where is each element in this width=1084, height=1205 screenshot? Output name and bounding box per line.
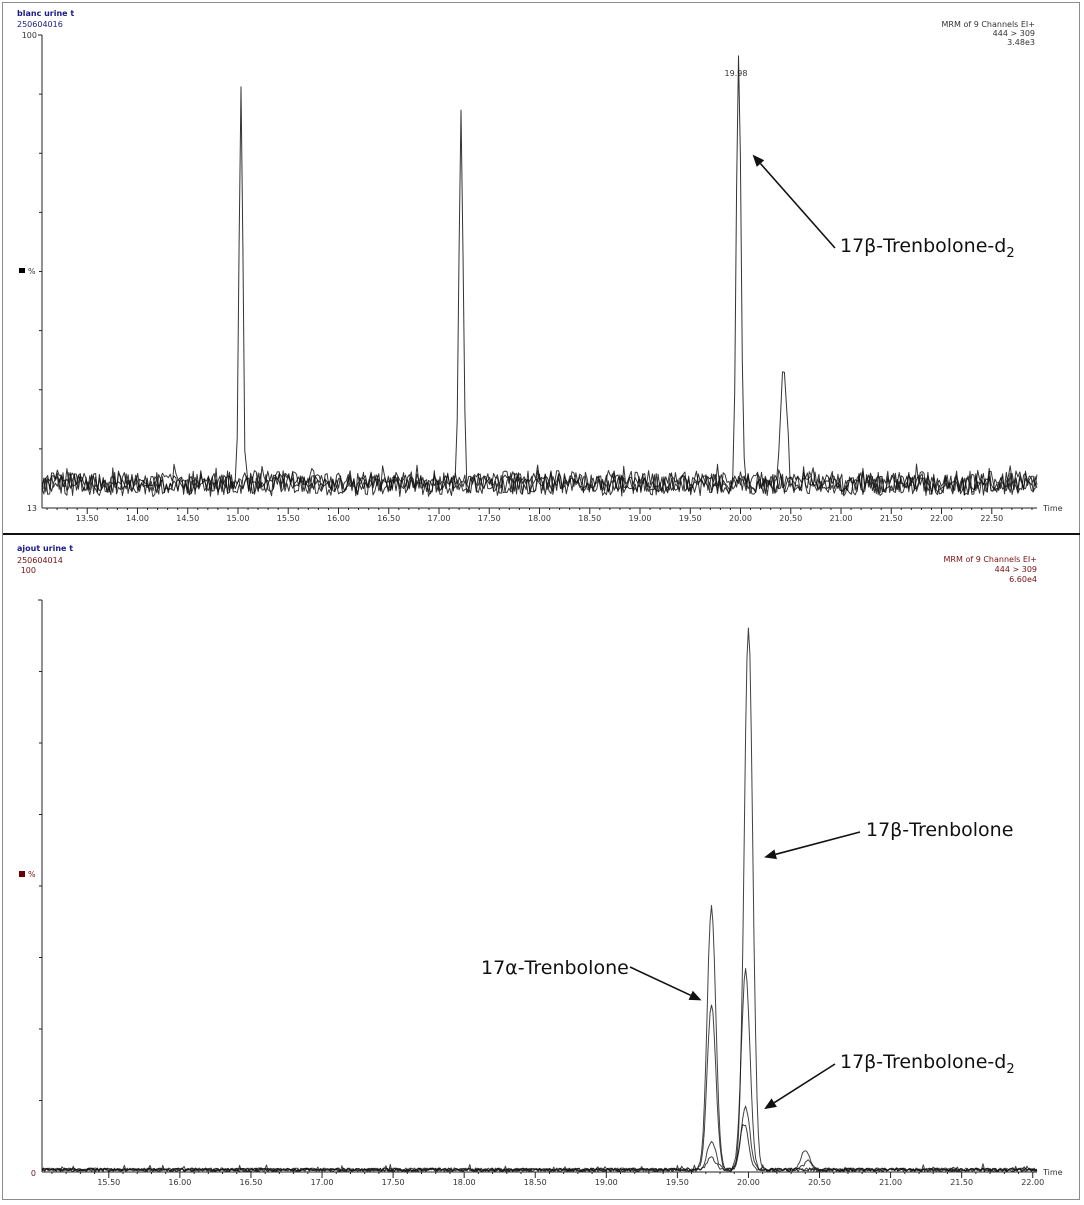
x-tick-label: 16.50 xyxy=(239,1178,262,1187)
annotation-arrow xyxy=(629,966,692,997)
x-tick-label: 14.00 xyxy=(126,514,149,523)
series-line xyxy=(41,55,1038,498)
y-axis-label: % xyxy=(28,870,36,879)
chromatogram-top: blanc urine t 250604016 MRM of 9 Channel… xyxy=(17,9,1063,523)
x-tick-label: 19.50 xyxy=(679,514,702,523)
series-line xyxy=(41,463,1038,495)
x-tick-label: 18.00 xyxy=(453,1178,476,1187)
header-line-3: 3.48e3 xyxy=(1007,38,1035,47)
annotation-text: 17β-Trenbolone xyxy=(866,819,1013,841)
y-bottom-label: 13 xyxy=(27,504,37,513)
x-tick-label: 22.00 xyxy=(930,514,953,523)
legend-swatch xyxy=(19,268,25,273)
x-tick-label: 16.50 xyxy=(377,514,400,523)
annotation-text: 17β-Trenbolone-d xyxy=(840,235,1006,257)
x-tick-label: 18.50 xyxy=(578,514,601,523)
traces xyxy=(41,627,1038,1172)
x-tick-label: 13.50 xyxy=(76,514,99,523)
x-tick-label: 22.50 xyxy=(980,514,1003,523)
x-tick-label: 20.50 xyxy=(808,1178,831,1187)
annotation-label: 17β-Trenbolone xyxy=(866,819,1013,841)
annotation-text: 17α-Trenbolone xyxy=(481,957,629,979)
x-tick-label: 20.50 xyxy=(779,514,802,523)
annotations: 17β-Trenbolone 17α-Trenbolone 17β-Trenbolo… xyxy=(481,819,1015,1110)
x-tick-label: 22.00 xyxy=(1021,1178,1044,1187)
legend-swatch xyxy=(19,871,25,877)
annotation-subscript: 2 xyxy=(1006,1062,1014,1077)
chromatogram-bottom: ajout urine t 250604014 MRM of 9 Channel… xyxy=(17,544,1063,1187)
x-tick-label: 15.50 xyxy=(97,1178,120,1187)
annotation-arrow xyxy=(773,1063,836,1104)
x-tick-label: 19.00 xyxy=(629,514,652,523)
peak-label-19-98: 19.98 xyxy=(725,69,748,78)
x-tick-label: 18.50 xyxy=(524,1178,547,1187)
x-tick-label: 17.00 xyxy=(311,1178,334,1187)
x-tick-label: 18.00 xyxy=(528,514,551,523)
series-line xyxy=(41,463,1038,494)
x-tick-label: 21.00 xyxy=(830,514,853,523)
axes: 13.50 14.00 14.50 15.00 15.50 16.00 16.50 17.00… xyxy=(38,34,1037,523)
x-axis-label: Time xyxy=(1042,504,1063,513)
annotation-arrow xyxy=(775,831,861,856)
annotation-arrowhead xyxy=(764,849,777,860)
x-tick-label: 17.50 xyxy=(382,1178,405,1187)
sample-name: blanc urine t xyxy=(17,9,74,18)
x-axis-label: Time xyxy=(1042,1168,1063,1177)
series-line xyxy=(41,627,1038,1172)
header-line-3: 6.60e4 xyxy=(1009,575,1037,584)
x-tick-label: 20.00 xyxy=(737,1178,760,1187)
annotation-arrowhead xyxy=(764,1098,777,1110)
series-line xyxy=(41,1124,1037,1172)
x-tick-label: 17.00 xyxy=(428,514,451,523)
annotation-arrowhead xyxy=(688,990,702,1001)
x-tick-label: 19.00 xyxy=(595,1178,618,1187)
y-top-label: 100 xyxy=(22,31,37,40)
sample-name: ajout urine t xyxy=(17,544,73,553)
annotation-label: 17β-Trenbolone-d2 xyxy=(840,1051,1015,1077)
annotation-text: 17β-Trenbolone-d xyxy=(840,1051,1006,1073)
x-tick-label: 21.50 xyxy=(880,514,903,523)
x-tick-label: 19.50 xyxy=(666,1178,689,1187)
x-tick-label: 16.00 xyxy=(168,1178,191,1187)
x-tick-label: 17.50 xyxy=(478,514,501,523)
x-tick-label: 15.50 xyxy=(277,514,300,523)
annotation-arrow xyxy=(759,163,836,249)
annotation-arrowhead xyxy=(752,154,765,167)
axes: 15.50 16.00 16.50 17.00 17.50 18.00 18.50 19.00… xyxy=(38,599,1044,1187)
series-line xyxy=(41,1105,1038,1172)
header-line-1: MRM of 9 Channels EI+ xyxy=(944,555,1037,564)
x-tick-label: 14.50 xyxy=(176,514,199,523)
annotation-label: 17β-Trenbolone-d2 xyxy=(840,235,1015,261)
sample-id: 250604016 xyxy=(17,20,63,29)
series-line xyxy=(42,968,1038,1172)
annotation-subscript: 2 xyxy=(1006,246,1014,261)
y-bottom-label: 0 xyxy=(31,1169,36,1178)
x-tick-label: 16.00 xyxy=(327,514,350,523)
x-tick-label: 20.00 xyxy=(729,514,752,523)
x-tick-label: 21.00 xyxy=(879,1178,902,1187)
header-line-1: MRM of 9 Channels EI+ xyxy=(942,20,1035,29)
header-line-2: 444 > 309 xyxy=(993,29,1035,38)
x-tick-label: 21.50 xyxy=(950,1178,973,1187)
sample-id: 250604014 xyxy=(17,556,63,565)
header-line-2: 444 > 309 xyxy=(995,565,1037,574)
traces xyxy=(41,55,1038,498)
x-tick-label: 15.00 xyxy=(227,514,250,523)
annotations: 17β-Trenbolone-d2 xyxy=(752,154,1015,261)
panel-divider xyxy=(3,533,1080,535)
y-top-label: 100 xyxy=(21,566,36,575)
y-axis-label: % xyxy=(28,267,36,276)
annotation-label: 17α-Trenbolone xyxy=(481,957,629,979)
